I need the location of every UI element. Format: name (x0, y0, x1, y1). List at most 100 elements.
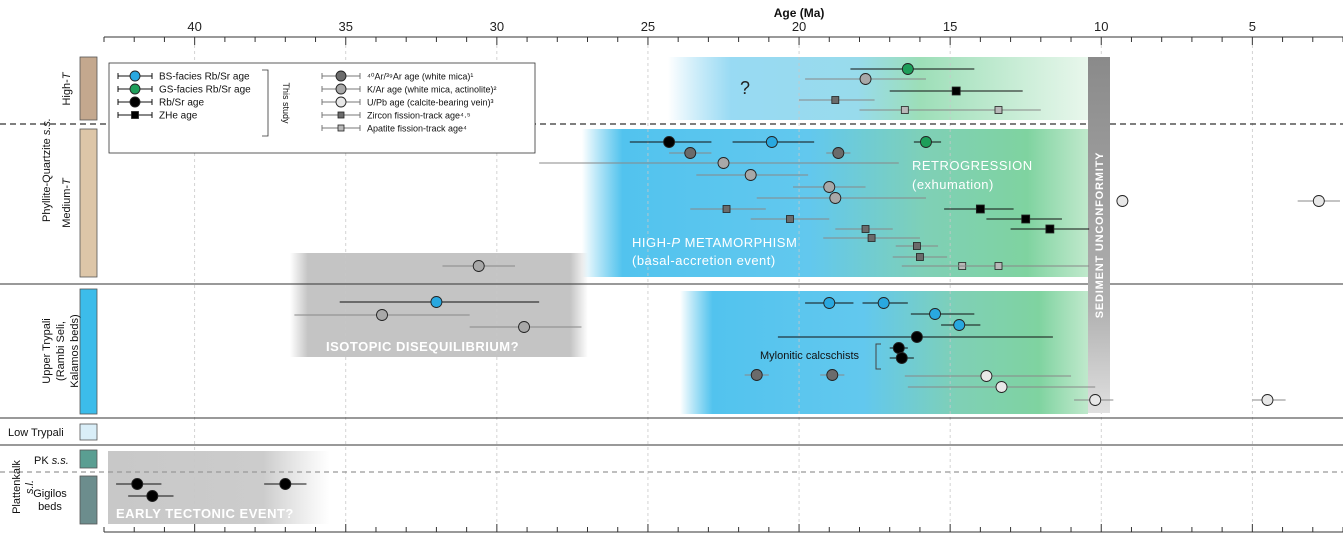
data-point-kar (442, 260, 515, 272)
point-marker (750, 369, 763, 381)
data-point-bs (732, 136, 815, 148)
svg-text:Kalamos beds): Kalamos beds) (69, 314, 81, 387)
data-point-kar (469, 321, 582, 333)
point-marker (472, 260, 485, 272)
this-study-label: This study (281, 82, 291, 124)
data-point-rbsr (629, 136, 712, 148)
legend-marker (335, 83, 347, 95)
early-tectonic-label: EARLY TECTONIC EVENT? (116, 506, 294, 521)
legend-marker (131, 111, 139, 119)
data-point-arar (820, 369, 845, 381)
row-box-low-trypali (79, 423, 98, 441)
point-marker (920, 136, 932, 148)
data-point-zft (750, 215, 830, 223)
data-point-bs (941, 319, 981, 331)
point-marker (430, 296, 443, 308)
data-point-arar (744, 369, 769, 381)
row-label-high-t: High-T (61, 71, 73, 105)
data-point-zhe (1010, 224, 1090, 234)
x-axis: 40 35 30 25 20 15 10 5 Age (Ma) (103, 6, 1343, 533)
point-marker (877, 297, 890, 309)
legend-label: GS-facies Rb/Sr age (159, 85, 251, 96)
point-marker (994, 262, 1003, 270)
row-label-pk-ss: PK s.s. (34, 455, 69, 467)
data-point-upb (1116, 195, 1129, 207)
legend-marker (129, 96, 141, 108)
data-point-gs (850, 63, 975, 75)
legend-item-arar: ⁴⁰Ar/³⁹Ar age (white mica)¹ (321, 70, 473, 82)
data-point-aft (956, 106, 1041, 114)
unconformity-bar (1088, 57, 1110, 413)
high-t-shading (668, 57, 1088, 120)
legend-marker (337, 111, 345, 119)
data-point-kar (756, 192, 926, 204)
point-marker (823, 181, 836, 193)
point-marker (895, 352, 908, 364)
legend-item-upb: U/Pb age (calcite-bearing vein)³ (321, 96, 494, 108)
point-marker (1045, 224, 1055, 234)
legend: This study BS-facies Rb/Sr age GS-facies … (108, 62, 536, 154)
point-marker (975, 204, 985, 214)
exhumation-label: (exhumation) (912, 177, 994, 192)
data-point-arar (669, 147, 712, 159)
point-marker (913, 242, 921, 250)
point-marker (518, 321, 531, 333)
x-tick-label: 25 (641, 19, 655, 34)
data-point-bs (805, 297, 854, 309)
point-marker (994, 106, 1003, 114)
legend-marker (335, 96, 347, 108)
data-point-zft (892, 253, 948, 261)
data-point-kar (294, 309, 470, 321)
point-marker (892, 342, 905, 354)
point-marker (717, 157, 730, 169)
legend-item-aft: Apatite fission-track age⁴ (321, 124, 467, 134)
data-point-kar (696, 169, 809, 181)
data-point-upb (907, 381, 1096, 393)
question-mark: ? (740, 78, 750, 98)
upper-trypali-shading (680, 291, 1088, 414)
legend-marker (335, 70, 347, 82)
point-marker (1116, 195, 1129, 207)
svg-text:(Rambi Seli,: (Rambi Seli, (55, 321, 67, 381)
x-tick-label: 30 (490, 19, 504, 34)
row-label-medium-t: Medium-T (61, 177, 73, 228)
data-point-aft (901, 262, 1090, 270)
point-marker (131, 478, 144, 490)
data-point-bs (862, 297, 908, 309)
point-marker (831, 96, 840, 104)
isotopic-disequilibrium-label: ISOTOPIC DISEQUILIBRIUM? (326, 339, 519, 354)
data-point-upb (1074, 394, 1114, 406)
legend-marker (129, 83, 141, 95)
row-box-medium-t (79, 128, 98, 278)
mylonitic-bracket (875, 343, 881, 370)
point-marker (663, 136, 676, 148)
data-point-rbsr (889, 352, 914, 364)
high-p-label: HIGH-P METAMORPHISM (632, 235, 797, 250)
point-marker (829, 192, 842, 204)
data-point-rbsr (264, 478, 307, 490)
group-label-phyllite: Phyllite-Quartzite s.s. (41, 118, 53, 222)
point-marker (786, 215, 794, 223)
x-tick-label: 15 (943, 19, 957, 34)
this-study-bracket (262, 69, 269, 137)
point-marker (859, 73, 872, 85)
data-point-zft (895, 242, 939, 250)
data-point-rbsr (128, 490, 174, 502)
data-point-kar (539, 157, 899, 169)
svg-text:Gigilos: Gigilos (33, 488, 67, 500)
data-point-bs (910, 308, 975, 320)
row-label-low-trypali: Low Trypali (8, 427, 64, 439)
high-p-label-pre: HIGH- (632, 235, 671, 250)
point-marker (861, 225, 870, 233)
x-tick-label: 40 (187, 19, 201, 34)
legend-label: Zircon fission-track age⁴˒⁵ (367, 111, 471, 121)
point-marker (376, 309, 388, 321)
legend-item-bs: BS-facies Rb/Sr age (117, 70, 250, 83)
point-marker (1261, 394, 1274, 406)
data-point-zhe (889, 86, 1023, 96)
legend-item-gs: GS-facies Rb/Sr age (117, 83, 251, 96)
data-point-zft (823, 234, 920, 242)
svg-text:s.l.: s.l. (24, 480, 36, 494)
early-tectonic-shading (108, 451, 330, 524)
x-tick-label: 20 (792, 19, 806, 34)
